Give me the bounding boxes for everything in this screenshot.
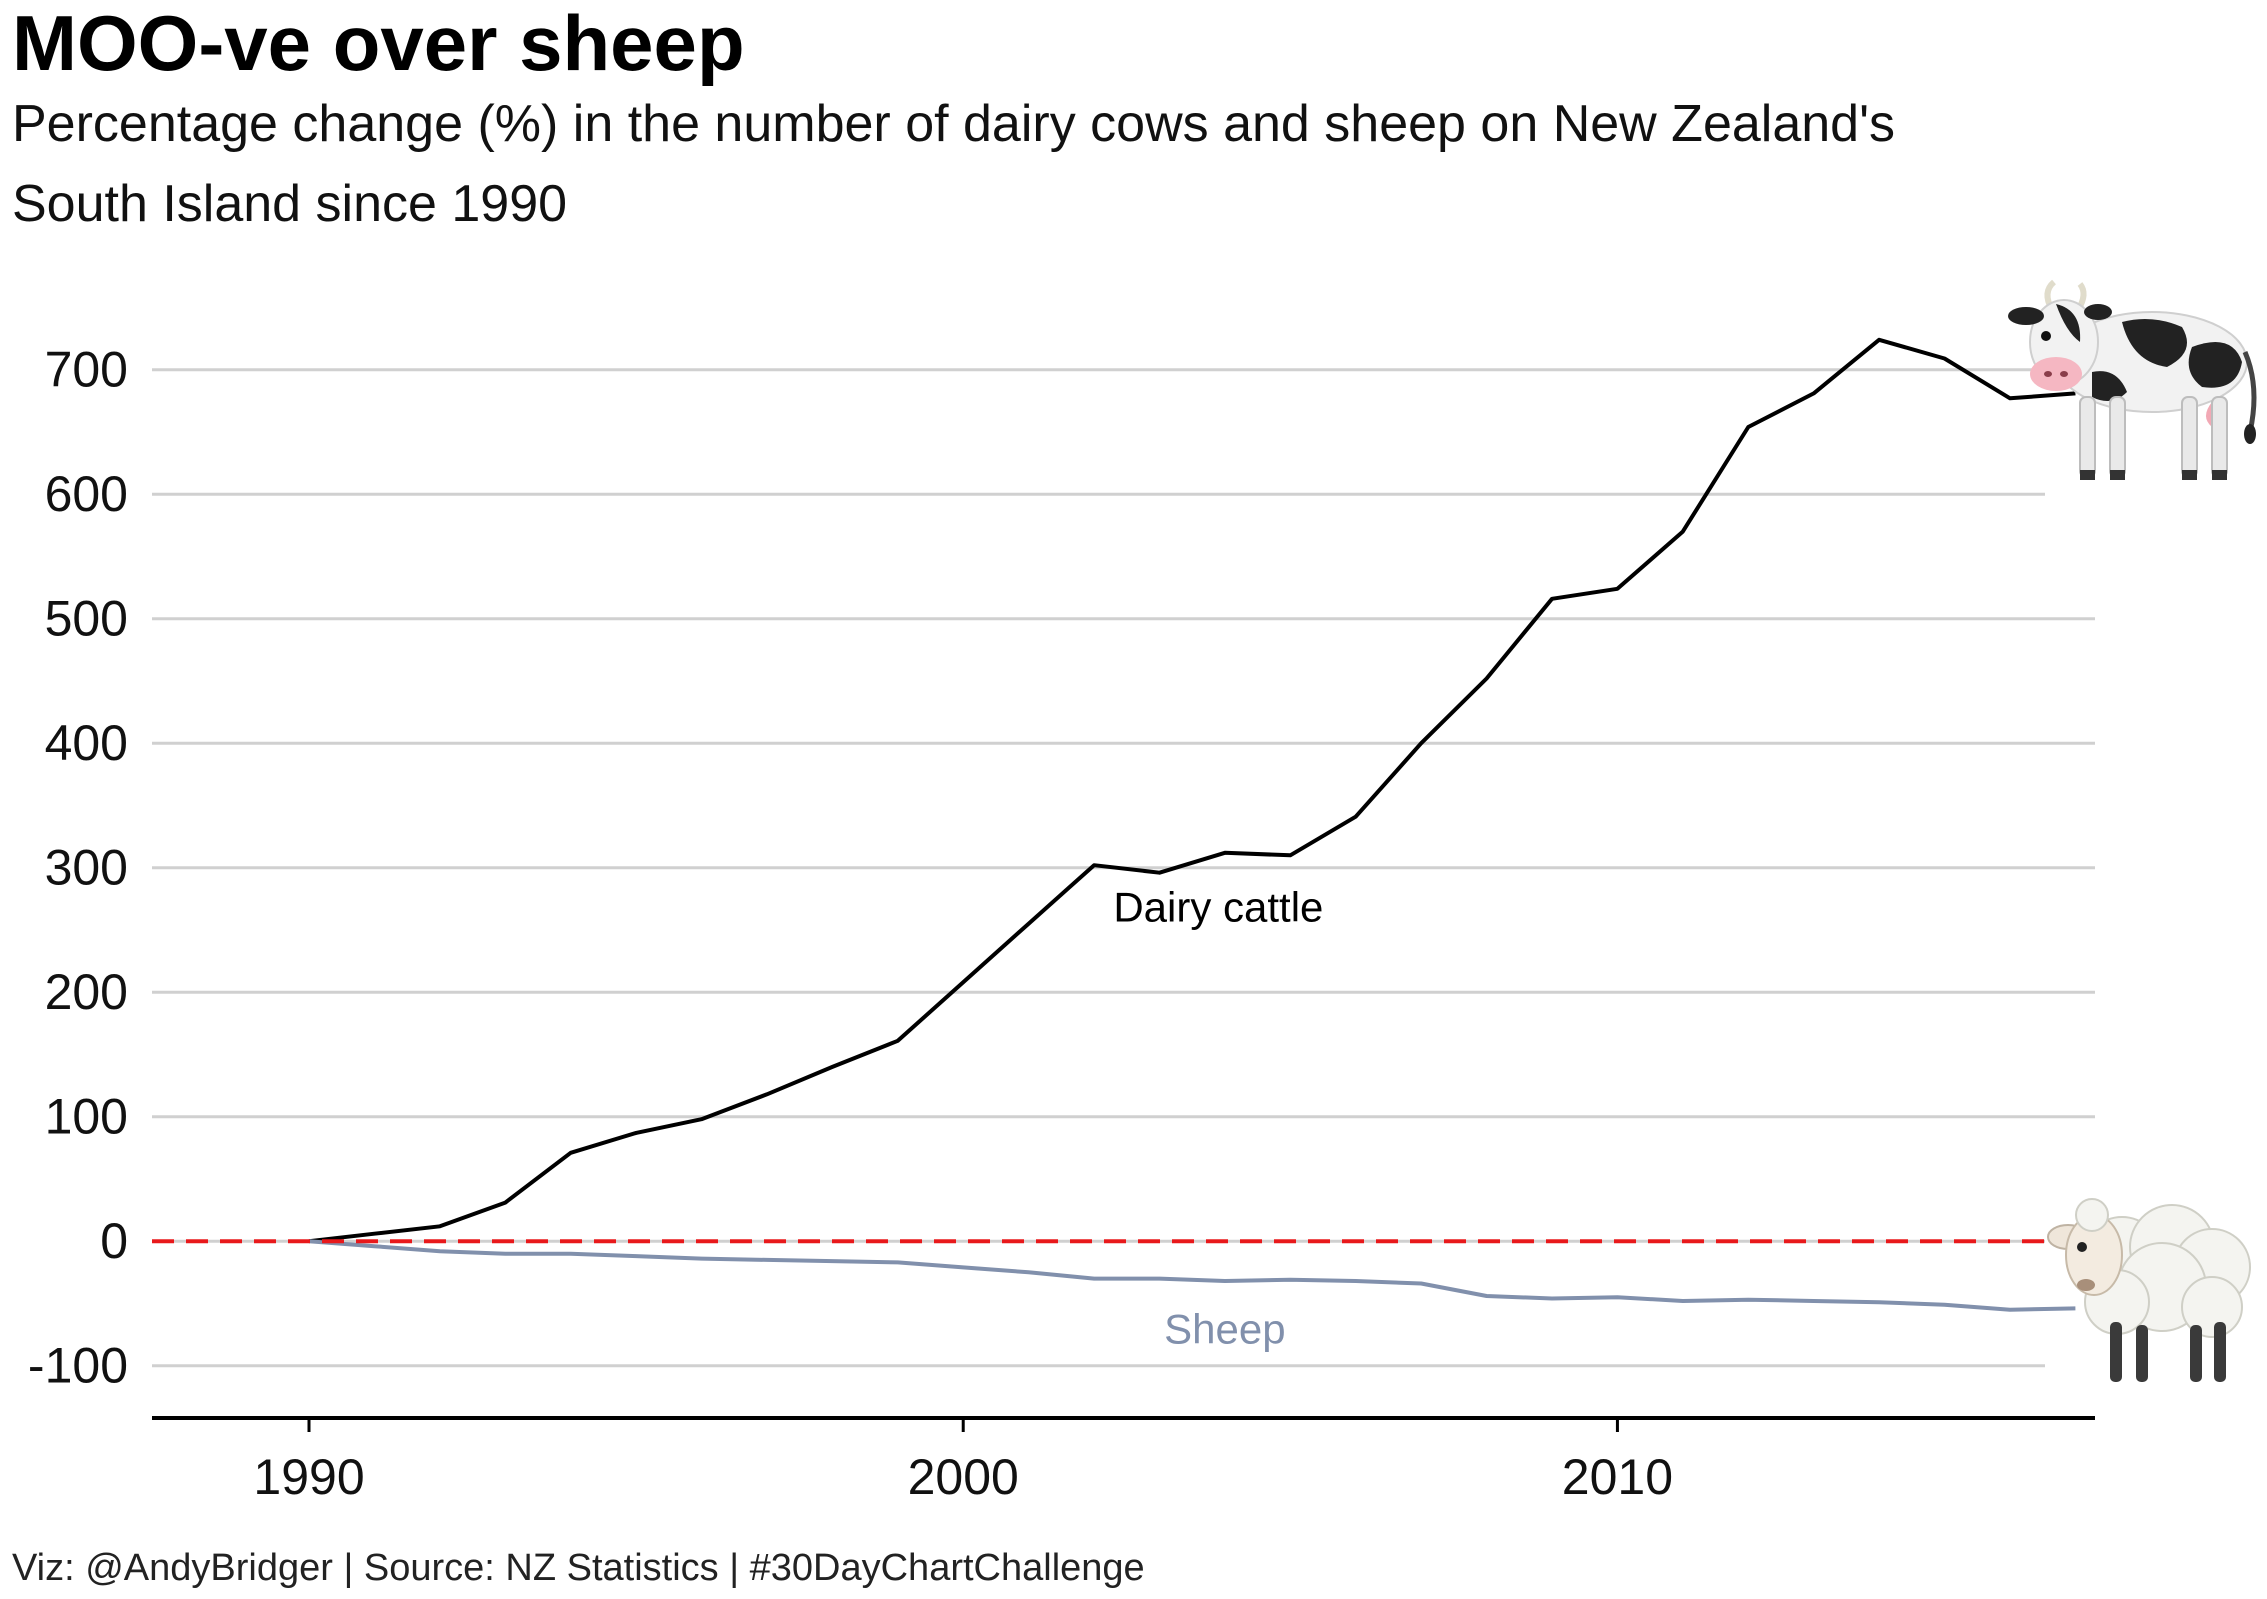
chart-title: MOO-ve over sheep xyxy=(12,0,745,87)
chart-subtitle-line-1: Percentage change (%) in the number of d… xyxy=(12,95,1895,153)
series-label-sheep: Sheep xyxy=(1164,1306,1285,1353)
x-tick-label-2010: 2010 xyxy=(1562,1449,1673,1505)
x-tick-label-2000: 2000 xyxy=(908,1449,1019,1505)
y-tick-label-0: 0 xyxy=(100,1213,128,1269)
x-tick-label-1990: 1990 xyxy=(253,1449,364,1505)
series-lines xyxy=(308,337,2076,1312)
x-axis xyxy=(152,1416,2095,1432)
y-tick-label-400: 400 xyxy=(45,715,128,771)
y-tick-label-700: 700 xyxy=(45,342,128,398)
series-label-dairy-cattle: Dairy cattle xyxy=(1113,884,1323,931)
y-tick-label-300: 300 xyxy=(45,840,128,896)
series-line-sheep xyxy=(308,1239,2076,1312)
series-line-dairy-cattle xyxy=(308,337,2076,1244)
chart-caption: Viz: @AndyBridger | Source: NZ Statistic… xyxy=(12,1547,1145,1589)
y-tick-label-500: 500 xyxy=(45,591,128,647)
cow-icon xyxy=(2008,279,2257,480)
y-axis-tick-labels: -100 0 100 200 300 400 500 600 700 xyxy=(28,342,128,1394)
y-tick-label--100: -100 xyxy=(28,1338,128,1394)
sheep-icon xyxy=(2047,1198,2251,1382)
y-tick-label-200: 200 xyxy=(45,964,128,1020)
y-tick-label-600: 600 xyxy=(45,466,128,522)
x-axis-tick-labels: 1990 2000 2010 xyxy=(253,1449,1673,1505)
series-labels: Dairy cattle Sheep xyxy=(1113,884,1323,1353)
chart-subtitle-line-2: South Island since 1990 xyxy=(12,175,567,233)
y-tick-label-100: 100 xyxy=(45,1089,128,1145)
